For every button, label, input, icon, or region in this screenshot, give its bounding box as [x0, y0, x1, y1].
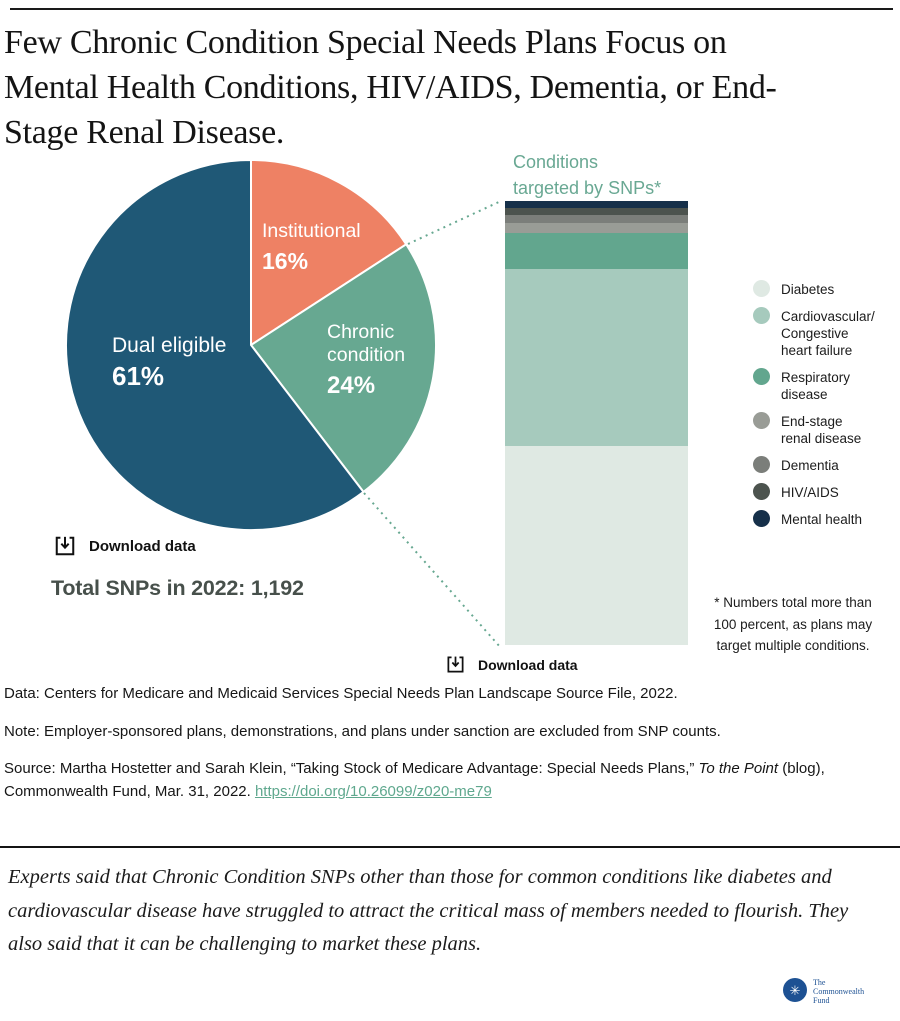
page-title-line-1: Few Chronic Condition Special Needs Plan… [4, 24, 727, 61]
download-data-label: Download data [478, 656, 578, 673]
bar-chart-title: Conditions targeted by SNPs* [513, 149, 661, 201]
legend-item-label: Dementia [781, 458, 839, 473]
download-icon [55, 536, 75, 556]
logo-text-line: Commonwealth [813, 987, 865, 996]
pie-chart [65, 159, 437, 531]
commonwealth-fund-logo-text: The Commonwealth Fund [813, 978, 864, 1005]
pie-label-institutional: Institutional 16% [262, 220, 361, 275]
legend-item-label: Cardiovascular/ Congestive heart failure [781, 309, 875, 358]
legend-item-dementia: Dementia [753, 456, 898, 474]
page-title: Few Chronic Condition Special Needs Plan… [4, 20, 884, 155]
download-data-button-bar[interactable]: Download data [446, 655, 578, 674]
legend-item-end-stage: End-stage renal disease [753, 412, 898, 447]
logo-text-line: Fund [813, 996, 830, 1005]
legend-item-label: Diabetes [781, 282, 835, 297]
pie-slice-dual-eligible[interactable] [65, 159, 365, 531]
bar-chart-title-line-1: Conditions [513, 152, 599, 172]
pie-label-institutional-name: Institutional [262, 220, 361, 242]
legend-swatch-icon [753, 483, 770, 500]
pie-slice-institutional[interactable] [250, 159, 408, 346]
legend-item-label: End-stage renal disease [781, 414, 862, 446]
bar-segment-mental-health[interactable] [505, 201, 688, 209]
total-snps-label: Total SNPs in 2022: 1,192 [51, 576, 304, 600]
page-title-line-3: Stage Renal Disease. [4, 114, 285, 151]
bar-segment-dementia[interactable] [505, 215, 688, 224]
legend-swatch-icon [753, 307, 770, 324]
logo-text-line: The [813, 978, 826, 987]
legend-swatch-icon [753, 280, 770, 297]
pie-label-dual-eligible: Dual eligible 61% [112, 334, 226, 392]
source-text-2: (blog), Commonwealth Fund, Mar. 31, 2022… [4, 760, 825, 800]
legend-swatch-icon [753, 368, 770, 385]
source-line: Source: Martha Hostetter and Sarah Klein… [4, 757, 898, 803]
legend-swatch-icon [753, 412, 770, 429]
bar-chart-footnote: * Numbers total more than 100 percent, a… [713, 595, 873, 653]
legend-item-mental-health: Mental health [753, 510, 898, 528]
bar-chart-legend: Diabetes Cardiovascular/ Congestive heart… [753, 280, 898, 537]
top-rule [10, 8, 893, 10]
source-text: Source: Martha Hostetter and Sarah Klein… [4, 760, 699, 777]
download-data-label: Download data [89, 537, 196, 555]
download-icon [447, 656, 464, 673]
source-publication-name: To the Point [698, 760, 779, 777]
commonwealth-fund-logo: ✳ The Commonwealth Fund [783, 978, 864, 1005]
pie-label-chronic-condition-name: Chronic condition [327, 321, 406, 366]
pie-label-dual-eligible-name: Dual eligible [112, 334, 227, 357]
bar-chart-title-line-2: targeted by SNPs* [513, 178, 662, 198]
legend-swatch-icon [753, 510, 770, 527]
stacked-bar [505, 201, 688, 645]
legend-item-label: Mental health [781, 512, 863, 527]
bar-segment-end-stage-renal-disease[interactable] [505, 223, 688, 234]
bar-segment-hiv-aids[interactable] [505, 208, 688, 216]
note-line: Note: Employer-sponsored plans, demonstr… [4, 723, 721, 740]
data-source-line: Data: Centers for Medicare and Medicaid … [4, 685, 678, 702]
legend-swatch-icon [753, 456, 770, 473]
bar-segment-respiratory-disease[interactable] [505, 233, 688, 269]
pie-label-institutional-pct: 16% [262, 248, 309, 274]
legend-item-respiratory: Respiratory disease [753, 368, 898, 403]
doi-link[interactable]: https://doi.org/10.26099/z020-me79 [254, 783, 492, 800]
legend-item-diabetes: Diabetes [753, 280, 898, 298]
legend-item-cardiovascular: Cardiovascular/ Congestive heart failure [753, 307, 898, 359]
legend-item-hiv-aids: HIV/AIDS [753, 483, 898, 501]
bar-segment-cardiovascular-congestive-heart-failure[interactable] [505, 268, 688, 446]
expert-quote: Experts said that Chronic Condition SNPs… [8, 866, 849, 955]
pie-label-dual-eligible-pct: 61% [112, 361, 165, 391]
pie-label-chronic-condition: Chronic condition 24% [327, 321, 447, 400]
legend-item-label: Respiratory disease [781, 370, 851, 402]
page-title-line-2: Mental Health Conditions, HIV/AIDS, Deme… [4, 69, 777, 106]
pie-slice-chronic-condition[interactable] [250, 243, 437, 493]
legend-item-label: HIV/AIDS [781, 485, 839, 500]
commonwealth-fund-logo-icon: ✳ [783, 978, 807, 1002]
section-divider [0, 846, 900, 848]
pie-label-chronic-condition-pct: 24% [327, 372, 376, 399]
bar-segment-diabetes[interactable] [505, 445, 688, 645]
download-data-button-pie[interactable]: Download data [54, 535, 196, 557]
